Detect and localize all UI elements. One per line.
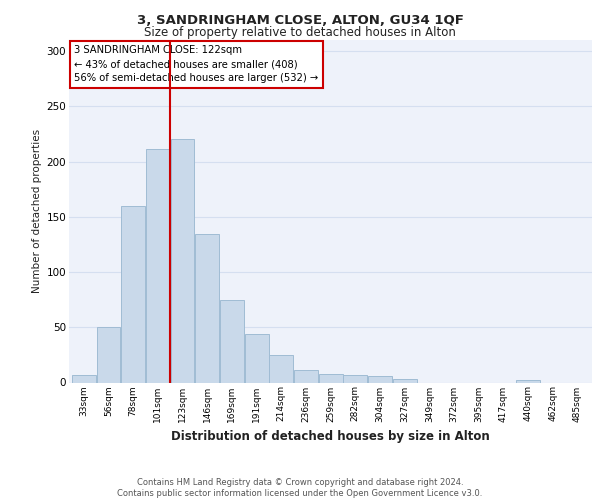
- Bar: [72, 375, 96, 382]
- Bar: [392, 379, 416, 382]
- Bar: [516, 380, 540, 382]
- Bar: [146, 150, 170, 382]
- X-axis label: Distribution of detached houses by size in Alton: Distribution of detached houses by size …: [171, 430, 490, 443]
- Bar: [245, 334, 269, 382]
- Bar: [97, 328, 121, 382]
- Bar: [319, 374, 343, 382]
- Text: Contains HM Land Registry data © Crown copyright and database right 2024.
Contai: Contains HM Land Registry data © Crown c…: [118, 478, 482, 498]
- Bar: [368, 376, 392, 382]
- Y-axis label: Number of detached properties: Number of detached properties: [32, 129, 43, 294]
- Bar: [121, 206, 145, 382]
- Bar: [170, 140, 194, 382]
- Text: Size of property relative to detached houses in Alton: Size of property relative to detached ho…: [144, 26, 456, 39]
- Bar: [220, 300, 244, 382]
- Text: 3 SANDRINGHAM CLOSE: 122sqm
← 43% of detached houses are smaller (408)
56% of se: 3 SANDRINGHAM CLOSE: 122sqm ← 43% of det…: [74, 45, 319, 83]
- Bar: [269, 355, 293, 382]
- Bar: [343, 375, 367, 382]
- Bar: [195, 234, 219, 382]
- Text: 3, SANDRINGHAM CLOSE, ALTON, GU34 1QF: 3, SANDRINGHAM CLOSE, ALTON, GU34 1QF: [137, 14, 463, 27]
- Bar: [294, 370, 318, 382]
